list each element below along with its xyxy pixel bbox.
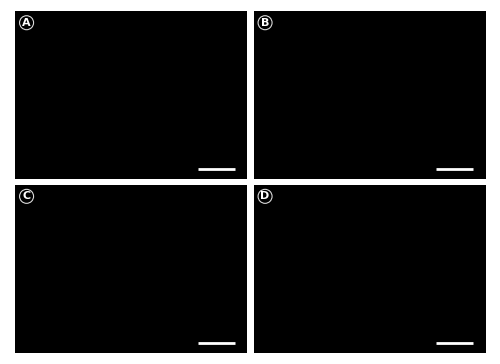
Text: B: B — [261, 18, 270, 28]
Text: C: C — [22, 191, 30, 201]
Text: A: A — [22, 18, 31, 28]
Text: D: D — [260, 191, 270, 201]
